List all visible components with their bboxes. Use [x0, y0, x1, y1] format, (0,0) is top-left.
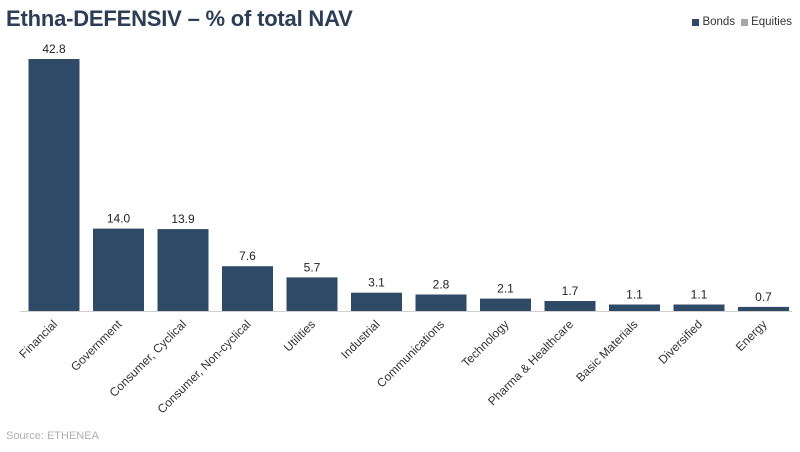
bar-bonds	[351, 292, 402, 311]
bar-value-label: 7.6	[239, 249, 256, 263]
legend-item-bonds: Bonds	[692, 16, 735, 28]
bar-value-label: 1.7	[562, 284, 579, 298]
bar-value-label: 3.1	[368, 276, 385, 290]
bar-value-label: 13.9	[171, 212, 195, 226]
bar-value-label: 42.8	[42, 42, 66, 56]
legend-label-equities: Equities	[751, 16, 792, 28]
x-tick-label: Technology	[459, 317, 512, 370]
x-tick-label: Utilities	[281, 317, 318, 354]
legend-label-bonds: Bonds	[702, 16, 736, 28]
bar-bonds	[157, 229, 209, 311]
source-note: Source: ETHENEA	[6, 430, 99, 442]
x-tick-label: Basic Materials	[573, 317, 640, 384]
bar-bonds	[93, 228, 144, 311]
bar-bonds	[738, 306, 789, 311]
bar-bonds	[415, 294, 467, 311]
legend-swatch-bonds	[692, 18, 700, 26]
bar-value-label: 1.1	[691, 288, 708, 302]
bar-bonds	[673, 304, 725, 311]
bar-value-label: 5.7	[304, 260, 321, 274]
chart-title: Ethna-DEFENSIV – % of total NAV	[6, 6, 353, 31]
x-tick-label: Communications	[374, 317, 447, 390]
x-tick-label: Financial	[16, 317, 60, 361]
bar-bonds	[544, 301, 596, 311]
bar-value-label: 14.0	[107, 212, 131, 226]
x-tick-label: Industrial	[338, 317, 382, 361]
legend-swatch-equities	[741, 18, 749, 26]
bar-bonds	[609, 304, 660, 311]
x-tick-label: Energy	[733, 317, 770, 354]
legend-item-equities: Equities	[741, 16, 792, 28]
x-tick-label: Diversified	[656, 317, 706, 367]
bar-value-label: 0.7	[755, 290, 772, 304]
bar-value-label: 2.8	[433, 278, 450, 292]
bar-bonds	[28, 59, 80, 311]
bar-bonds	[480, 298, 531, 311]
bar-bonds	[286, 277, 338, 311]
bar-value-label: 2.1	[497, 282, 514, 296]
legend: Bonds Equities	[686, 16, 792, 28]
x-tick-label: Government	[68, 317, 125, 374]
bar-bonds	[222, 266, 273, 311]
bar-value-label: 1.1	[626, 288, 643, 302]
